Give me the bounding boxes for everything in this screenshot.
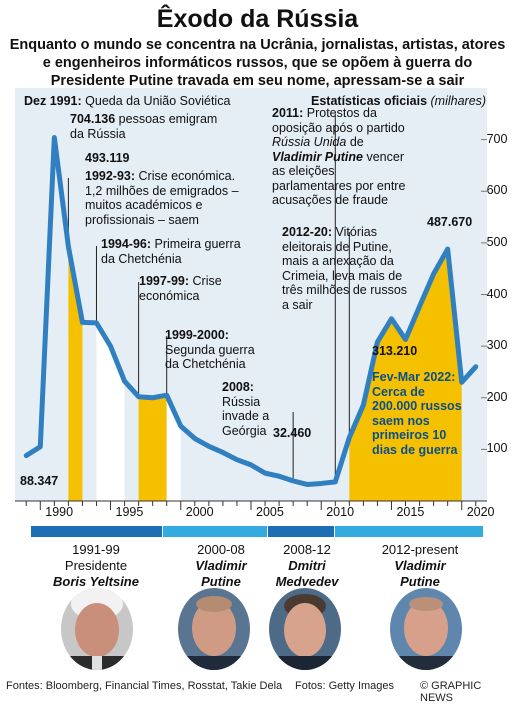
y-tick-label-200: 200 (486, 389, 508, 404)
president-putin-2: 2012-present Vladimir Putine (381, 542, 459, 589)
portrait-putin-2 (390, 588, 462, 670)
page-title: Êxodo da Rússia (156, 5, 359, 33)
label-487670: 487.670 (427, 215, 473, 229)
footer-credit: © GRAPHIC NEWS (420, 680, 482, 704)
y-tick-label-700: 700 (486, 131, 508, 146)
annotation-1997-99: 1997-99: Crise económica (139, 274, 222, 303)
x-tick-label-2000: 2000 (185, 505, 214, 519)
page-subtitle: Enquanto o mundo se concentra na Ucrânia… (9, 37, 506, 89)
stats-label: Estatísticas oficiais (milhares) (311, 94, 487, 108)
y-tick-label-300: 300 (486, 338, 508, 353)
label-32460: 32.460 (273, 426, 312, 440)
y-tick-label-400: 400 (486, 286, 508, 301)
highlight-period-2012-2020 (349, 254, 462, 501)
footer-sources: Fontes: Bloomberg, Financial Times, Ross… (6, 680, 283, 692)
annotation-2012-20: 2012-20: Vitórias eleitorais de Putine, … (282, 225, 408, 312)
annotation-1992-93: 1992-93: Crise económica. 1,2 milhões de… (85, 169, 239, 227)
president-yeltsin: 1991-99 Presidente Boris Yeltsine (53, 542, 139, 589)
x-tick-label-2005: 2005 (256, 505, 284, 519)
bar-putin-1 (163, 526, 267, 537)
president-putin-1: 2000-08 Vladimir Putine (195, 542, 247, 589)
annotation-1994-96: 1994-96: Primeira guerra da Chetchénia (101, 237, 241, 266)
bar-medvedev (268, 526, 334, 537)
y-tick-label-100: 100 (486, 441, 508, 456)
annotation-1999-2000: 1999-2000: Segunda guerra da Chetchénia (165, 328, 255, 371)
label-493119: 493.119 (85, 151, 130, 165)
annotation-2022: Fev-Mar 2022: Cerca de 200.000 russos sa… (372, 370, 462, 457)
annotation-1991: Dez 1991: Queda da União Soviética (24, 94, 231, 108)
annotation-2011: 2011: Protestos da oposição após o parti… (272, 106, 406, 207)
x-tick-label-1990: 1990 (45, 505, 74, 519)
bar-putin-2 (335, 526, 483, 537)
bar-yeltsin (31, 526, 162, 537)
annotation-2008: 2008: Rússia invade a Geórgia (222, 380, 270, 438)
x-tick-label-2010: 2010 (326, 505, 355, 519)
series-line (23, 135, 479, 487)
x-tick-label-1995: 1995 (115, 505, 144, 519)
portrait-yeltsin (61, 588, 133, 670)
highlight-period-1997-1999 (138, 395, 167, 501)
y-tick-label-500: 500 (486, 234, 508, 249)
label-313210: 313.210 (372, 344, 418, 358)
label-88347: 88.347 (20, 474, 59, 488)
footer-photos: Fotos: Getty Images (295, 680, 395, 692)
annotation-704136: 704.136 pessoas emigram da Rússia (70, 112, 218, 141)
x-tick-label-2015: 2015 (396, 505, 425, 519)
x-tick-label-2020: 2020 (466, 505, 495, 519)
portrait-putin-1 (178, 588, 250, 670)
y-tick-label-600: 600 (486, 183, 508, 198)
portrait-medvedev (269, 588, 341, 670)
president-medvedev: 2008-12 Dmitri Medvedev (275, 542, 339, 589)
